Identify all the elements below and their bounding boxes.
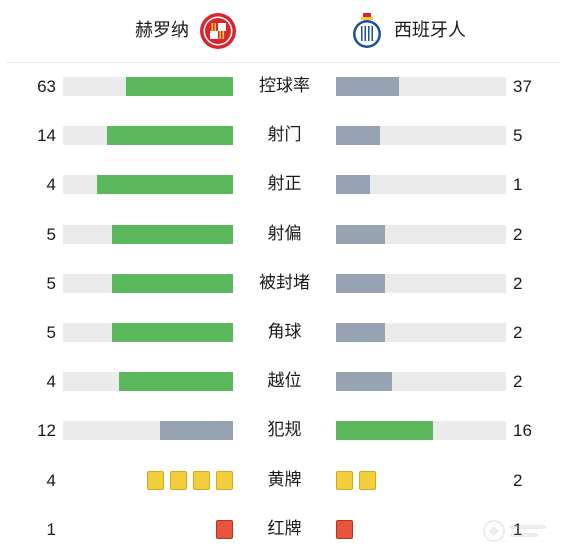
away-cards bbox=[336, 470, 376, 490]
home-value: 4 bbox=[46, 470, 56, 490]
stat-row-shots-on-target: 4 射正 1 bbox=[0, 160, 566, 209]
away-bar bbox=[336, 273, 506, 293]
away-bar-fill bbox=[336, 421, 433, 441]
home-cards bbox=[216, 519, 233, 539]
stat-label: 红牌 bbox=[267, 518, 302, 539]
home-cards bbox=[147, 470, 233, 490]
stat-row-red-cards: 1 红牌 1 bbox=[0, 505, 566, 554]
yellow-card-icon bbox=[359, 470, 376, 490]
away-bar bbox=[336, 77, 506, 96]
home-value: 4 bbox=[46, 372, 56, 392]
home-bar-fill bbox=[126, 77, 233, 96]
stat-row-shots: 14 射门 5 bbox=[0, 111, 566, 160]
home-bar-fill bbox=[160, 421, 233, 441]
stat-label: 犯规 bbox=[267, 420, 302, 441]
home-value: 4 bbox=[46, 175, 56, 195]
home-team-name: 赫罗纳 bbox=[135, 20, 189, 41]
home-team[interactable]: 赫罗纳 bbox=[135, 12, 237, 50]
yellow-card-icon bbox=[216, 470, 233, 490]
away-bar bbox=[336, 322, 506, 342]
espanyol-crest-icon bbox=[353, 13, 381, 48]
stat-label: 被封堵 bbox=[259, 272, 310, 293]
yellow-card-icon bbox=[147, 470, 164, 490]
stat-row-corners: 5 角球 2 bbox=[0, 308, 566, 357]
home-bar bbox=[63, 224, 233, 244]
home-value: 5 bbox=[46, 322, 56, 342]
away-value: 2 bbox=[513, 273, 523, 293]
stat-label: 越位 bbox=[267, 371, 302, 392]
away-bar-fill bbox=[336, 273, 385, 293]
header-divider bbox=[6, 62, 560, 63]
away-value: 16 bbox=[513, 421, 532, 441]
stat-label: 控球率 bbox=[259, 76, 310, 96]
stat-row-shots-off-target: 5 射偏 2 bbox=[0, 210, 566, 259]
home-bar-fill bbox=[112, 224, 233, 244]
red-card-icon bbox=[336, 519, 353, 539]
home-bar-fill bbox=[119, 372, 233, 392]
home-value: 1 bbox=[46, 519, 56, 539]
yellow-card-icon bbox=[193, 470, 210, 490]
away-bar-fill bbox=[336, 77, 399, 96]
stats-list: 63 控球率 37 14 射门 5 4 射正 1 5 射偏 2 5 被封堵 2 … bbox=[0, 62, 566, 554]
home-value: 5 bbox=[46, 273, 56, 293]
home-value: 14 bbox=[37, 126, 56, 146]
away-cards bbox=[336, 519, 353, 539]
home-bar-fill bbox=[112, 322, 233, 342]
match-header: 赫罗纳 西班牙人 bbox=[0, 0, 566, 62]
away-bar bbox=[336, 224, 506, 244]
stat-row-fouls: 12 犯规 16 bbox=[0, 406, 566, 455]
home-bar bbox=[63, 175, 233, 195]
home-bar bbox=[63, 126, 233, 146]
away-team[interactable]: 西班牙人 bbox=[348, 12, 466, 50]
home-value: 63 bbox=[37, 77, 56, 96]
yellow-card-icon bbox=[336, 470, 353, 490]
away-team-name: 西班牙人 bbox=[394, 20, 466, 41]
stat-row-blocked: 5 被封堵 2 bbox=[0, 259, 566, 308]
home-bar bbox=[63, 421, 233, 441]
away-bar bbox=[336, 126, 506, 146]
away-bar bbox=[336, 175, 506, 195]
away-bar-fill bbox=[336, 372, 392, 392]
home-bar-fill bbox=[97, 175, 233, 195]
stat-label: 射正 bbox=[267, 174, 302, 195]
stat-label: 射偏 bbox=[267, 223, 302, 244]
stat-label: 黄牌 bbox=[267, 469, 302, 490]
home-bar bbox=[63, 372, 233, 392]
away-value: 2 bbox=[513, 372, 523, 392]
away-value: 1 bbox=[513, 175, 523, 195]
away-bar-fill bbox=[336, 126, 380, 146]
home-bar-fill bbox=[112, 273, 233, 293]
away-bar-fill bbox=[336, 224, 385, 244]
away-value: 2 bbox=[513, 224, 523, 244]
red-card-icon bbox=[216, 519, 233, 539]
watermark-logo-icon bbox=[483, 520, 546, 542]
home-bar bbox=[63, 322, 233, 342]
away-value: 1 bbox=[513, 519, 523, 539]
home-value: 12 bbox=[37, 421, 56, 441]
stat-label: 射门 bbox=[267, 125, 302, 146]
home-bar bbox=[63, 77, 233, 96]
away-bar bbox=[336, 372, 506, 392]
yellow-card-icon bbox=[170, 470, 187, 490]
girona-crest-icon bbox=[200, 13, 236, 49]
home-bar-fill bbox=[107, 126, 233, 146]
stat-row-yellow-cards: 4 黄牌 2 bbox=[0, 456, 566, 505]
home-value: 5 bbox=[46, 224, 56, 244]
away-value: 2 bbox=[513, 322, 523, 342]
stat-label: 角球 bbox=[267, 321, 302, 342]
away-value: 37 bbox=[513, 77, 532, 96]
away-bar-fill bbox=[336, 175, 370, 195]
home-bar bbox=[63, 273, 233, 293]
stat-row-possession: 63 控球率 37 bbox=[0, 62, 566, 111]
away-bar-fill bbox=[336, 322, 385, 342]
stat-row-offsides: 4 越位 2 bbox=[0, 357, 566, 406]
away-value: 5 bbox=[513, 126, 523, 146]
away-value: 2 bbox=[513, 470, 523, 490]
away-bar bbox=[336, 421, 506, 441]
